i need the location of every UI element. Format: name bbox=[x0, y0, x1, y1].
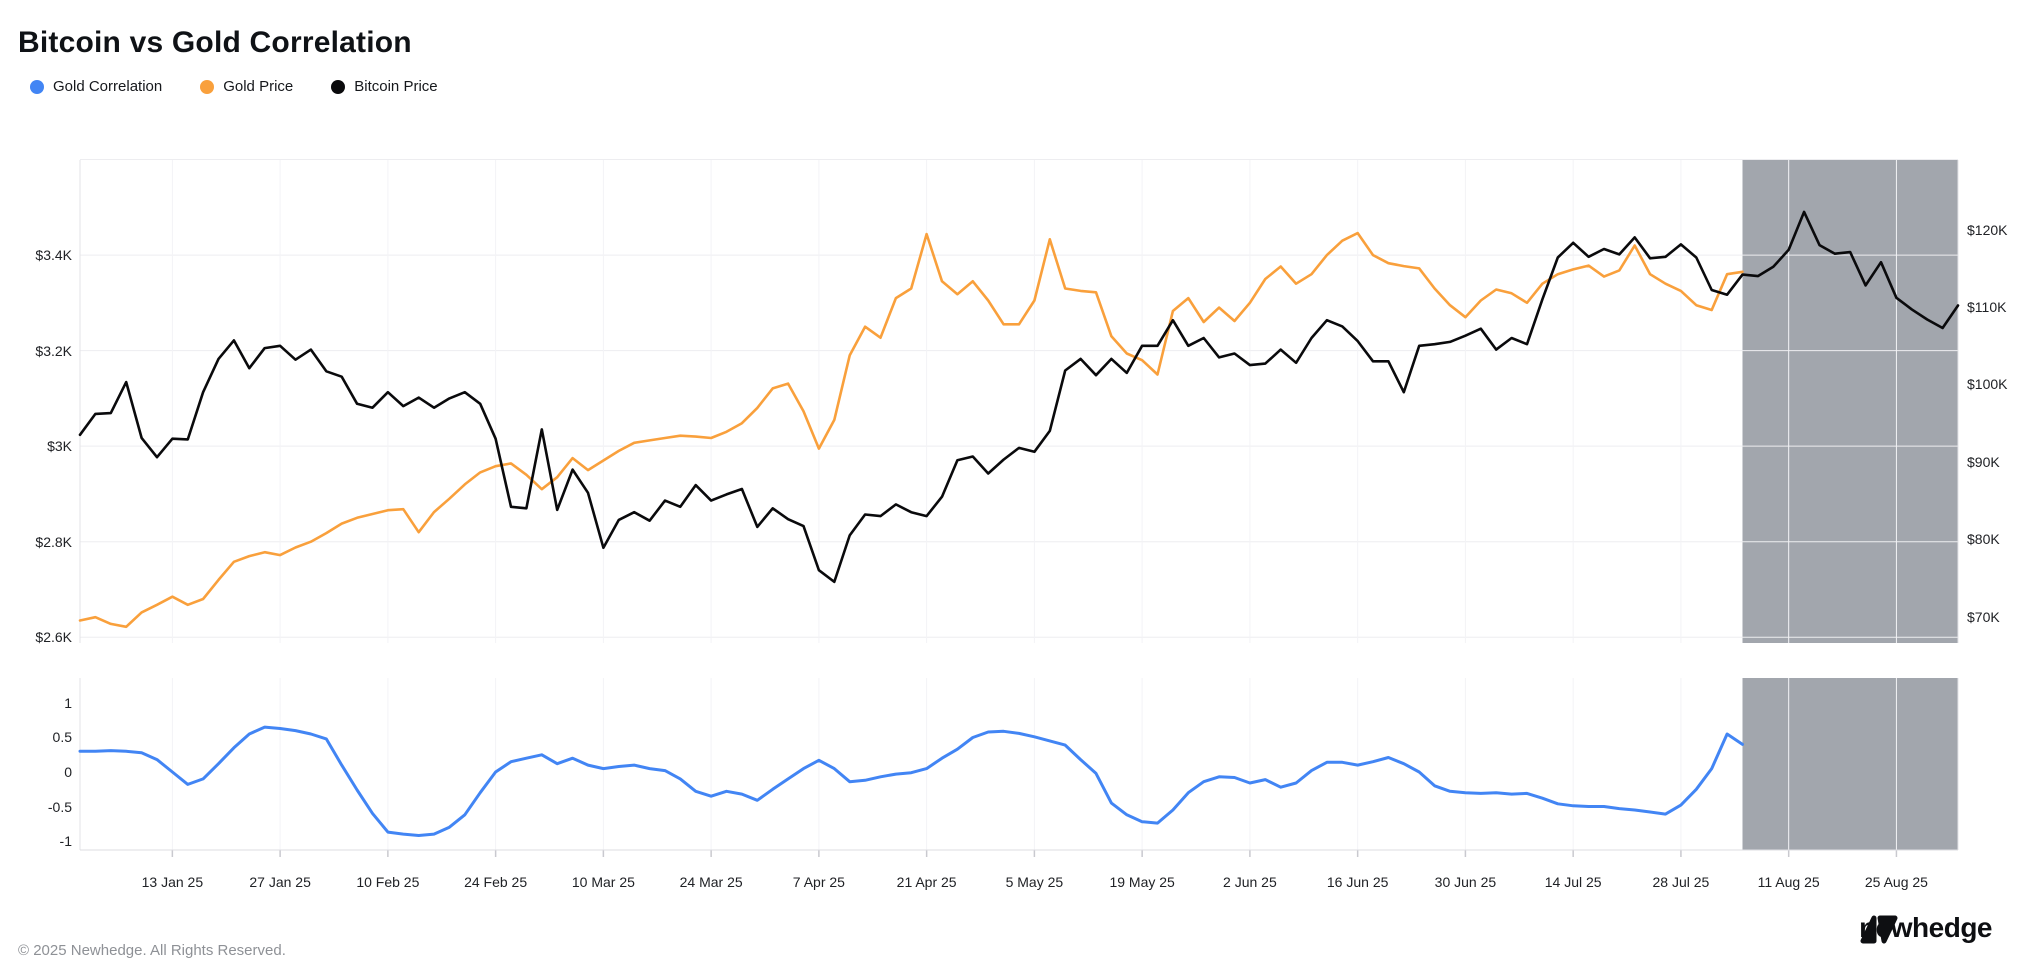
x-axis-tick-label: 13 Jan 25 bbox=[141, 874, 204, 890]
btc-axis-tick-label: $120K bbox=[1967, 221, 2008, 238]
x-axis-tick-label: 27 Jan 25 bbox=[249, 874, 311, 890]
gold-axis-tick-label: $3.4K bbox=[35, 247, 72, 264]
legend-item-gold-price[interactable]: Gold Price bbox=[200, 78, 293, 95]
x-axis-tick-label: 5 May 25 bbox=[1005, 874, 1064, 890]
correlation-axis-tick-label: 0 bbox=[64, 764, 72, 780]
page-title: Bitcoin vs Gold Correlation bbox=[18, 26, 412, 59]
highlight-region-correlation bbox=[1742, 678, 1958, 850]
x-axis-tick-label: 10 Mar 25 bbox=[571, 874, 635, 890]
highlight-region-main bbox=[1742, 160, 1958, 643]
btc-axis-tick-label: $100K bbox=[1967, 376, 2008, 393]
legend-label: Gold Correlation bbox=[53, 78, 163, 95]
gold-price-line bbox=[78, 231, 1744, 629]
gold-price-dot-icon bbox=[200, 79, 215, 94]
gold-axis-tick-label: $3.2K bbox=[35, 342, 72, 359]
btc-axis-tick-label: $70K bbox=[1967, 608, 2000, 625]
correlation-axis-tick-label: 1 bbox=[64, 694, 72, 711]
legend-item-gold-correlation[interactable]: Gold Correlation bbox=[30, 78, 162, 95]
newhedge-logo-icon bbox=[1860, 915, 1898, 944]
legend-item-bitcoin-price[interactable]: Bitcoin Price bbox=[331, 78, 438, 95]
x-axis-tick-label: 30 Jun 25 bbox=[1434, 874, 1497, 890]
gold-correlation-dot-icon bbox=[30, 79, 44, 94]
x-axis-tick-label: 28 Jul 25 bbox=[1652, 874, 1710, 890]
gold-correlation-line bbox=[78, 725, 1744, 837]
gold-axis-tick-label: $2.8K bbox=[35, 533, 72, 550]
bitcoin-price-line bbox=[78, 210, 1960, 584]
x-axis-tick-label: 24 Mar 25 bbox=[679, 874, 743, 890]
x-axis-tick-label: 19 May 25 bbox=[1109, 874, 1175, 890]
correlation-axis-tick-label: -0.5 bbox=[47, 798, 72, 815]
gold-axis-tick-label: $3K bbox=[47, 438, 72, 455]
x-axis-tick-label: 14 Jul 25 bbox=[1544, 874, 1602, 890]
legend-label: Bitcoin Price bbox=[354, 78, 438, 95]
copyright-text: © 2025 Newhedge. All Rights Reserved. bbox=[18, 942, 286, 959]
btc-axis-tick-label: $90K bbox=[1967, 453, 2000, 470]
gold-axis-tick-label: $2.6K bbox=[35, 629, 72, 646]
x-axis-tick-label: 24 Feb 25 bbox=[464, 874, 528, 890]
x-axis-tick-label: 2 Jun 25 bbox=[1223, 874, 1277, 890]
btc-axis-tick-label: $110K bbox=[1967, 299, 2007, 316]
x-axis-tick-label: 11 Aug 25 bbox=[1757, 874, 1820, 890]
btc-axis-tick-label: $80K bbox=[1967, 531, 2000, 548]
correlation-axis-tick-label: 0.5 bbox=[52, 729, 72, 746]
x-axis-tick-label: 25 Aug 25 bbox=[1864, 874, 1928, 890]
x-axis-tick-label: 10 Feb 25 bbox=[356, 874, 420, 890]
x-axis-tick-label: 16 Jun 25 bbox=[1326, 874, 1389, 890]
bitcoin-price-dot-icon bbox=[331, 79, 346, 94]
newhedge-logo[interactable]: newhedge bbox=[1859, 912, 1992, 944]
x-axis-tick-label: 7 Apr 25 bbox=[792, 874, 845, 890]
legend-label: Gold Price bbox=[223, 78, 294, 95]
correlation-axis-tick-label: -1 bbox=[59, 833, 72, 850]
x-axis-tick-label: 21 Apr 25 bbox=[896, 874, 957, 890]
chart-legend: Gold Correlation Gold Price Bitcoin Pric… bbox=[30, 78, 438, 95]
